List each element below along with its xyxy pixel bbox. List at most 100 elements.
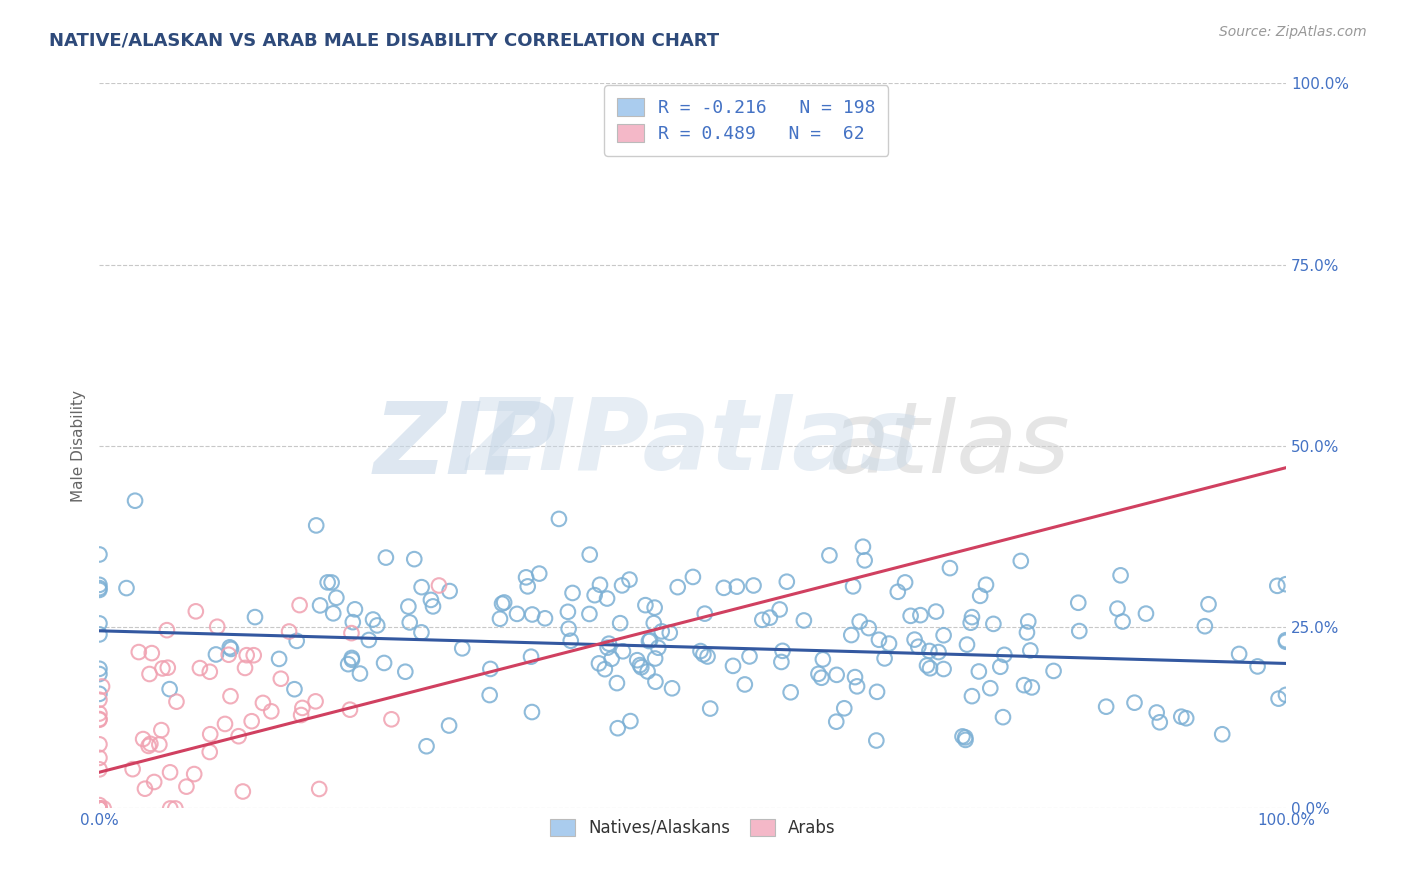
Point [619, 714, 641, 728]
Point [925, 605, 948, 619]
Point [152, 661, 174, 675]
Point [596, 640, 619, 655]
Point [349, 666, 371, 681]
Point [291, 701, 314, 715]
Point [606, 721, 628, 735]
Point [991, 710, 1014, 724]
Point [844, 670, 866, 684]
Point [666, 580, 689, 594]
Point [427, 578, 450, 592]
Point [903, 632, 925, 647]
Point [1194, 619, 1216, 633]
Point [873, 651, 896, 665]
Point [394, 665, 416, 679]
Point [696, 649, 718, 664]
Point [269, 652, 291, 666]
Y-axis label: Male Disability: Male Disability [72, 390, 86, 502]
Point [520, 649, 543, 664]
Point [825, 668, 848, 682]
Point [1111, 615, 1133, 629]
Point [1170, 709, 1192, 723]
Point [339, 703, 361, 717]
Point [176, 780, 198, 794]
Point [89, 801, 111, 815]
Point [366, 618, 388, 632]
Point [693, 607, 716, 621]
Point [534, 611, 557, 625]
Point [124, 493, 146, 508]
Point [561, 586, 583, 600]
Point [846, 679, 869, 693]
Point [188, 661, 211, 675]
Point [411, 580, 433, 594]
Point [228, 729, 250, 743]
Point [1275, 688, 1298, 702]
Point [361, 613, 384, 627]
Point [89, 667, 111, 681]
Point [759, 610, 782, 624]
Point [619, 573, 641, 587]
Point [1012, 678, 1035, 692]
Point [634, 598, 657, 612]
Point [1227, 647, 1250, 661]
Point [887, 584, 910, 599]
Point [422, 599, 444, 614]
Point [960, 610, 983, 624]
Point [520, 705, 543, 719]
Point [89, 578, 111, 592]
Point [342, 615, 364, 629]
Text: ZIPatlas: ZIPatlas [467, 393, 920, 491]
Point [742, 578, 765, 592]
Point [907, 640, 929, 654]
Point [522, 607, 544, 622]
Point [128, 645, 150, 659]
Point [598, 637, 620, 651]
Point [596, 591, 619, 606]
Text: ZIP: ZIP [373, 398, 557, 494]
Text: NATIVE/ALASKAN VS ARAB MALE DISABILITY CORRELATION CHART: NATIVE/ALASKAN VS ARAB MALE DISABILITY C… [49, 31, 720, 49]
Point [219, 689, 242, 703]
Point [807, 666, 830, 681]
Point [1107, 601, 1129, 615]
Point [89, 582, 111, 597]
Point [983, 616, 1005, 631]
Point [141, 646, 163, 660]
Point [868, 632, 890, 647]
Point [200, 727, 222, 741]
Point [1010, 554, 1032, 568]
Point [260, 704, 283, 718]
Point [285, 633, 308, 648]
Point [932, 662, 955, 676]
Point [494, 595, 516, 609]
Point [489, 612, 512, 626]
Point [415, 739, 437, 754]
Point [1267, 691, 1289, 706]
Point [89, 712, 111, 726]
Point [243, 610, 266, 624]
Point [235, 648, 257, 663]
Point [557, 622, 579, 636]
Point [138, 667, 160, 681]
Point [630, 660, 652, 674]
Point [606, 676, 628, 690]
Point [325, 591, 347, 605]
Point [638, 634, 661, 648]
Point [699, 701, 721, 715]
Point [290, 708, 312, 723]
Point [373, 656, 395, 670]
Point [156, 623, 179, 637]
Point [479, 662, 502, 676]
Point [600, 652, 623, 666]
Point [651, 624, 673, 639]
Point [721, 658, 744, 673]
Point [643, 616, 665, 631]
Point [811, 652, 834, 666]
Point [121, 762, 143, 776]
Point [713, 581, 735, 595]
Text: Source: ZipAtlas.com: Source: ZipAtlas.com [1219, 25, 1367, 39]
Point [134, 781, 156, 796]
Point [322, 607, 344, 621]
Point [1123, 696, 1146, 710]
Point [967, 665, 990, 679]
Point [658, 625, 681, 640]
